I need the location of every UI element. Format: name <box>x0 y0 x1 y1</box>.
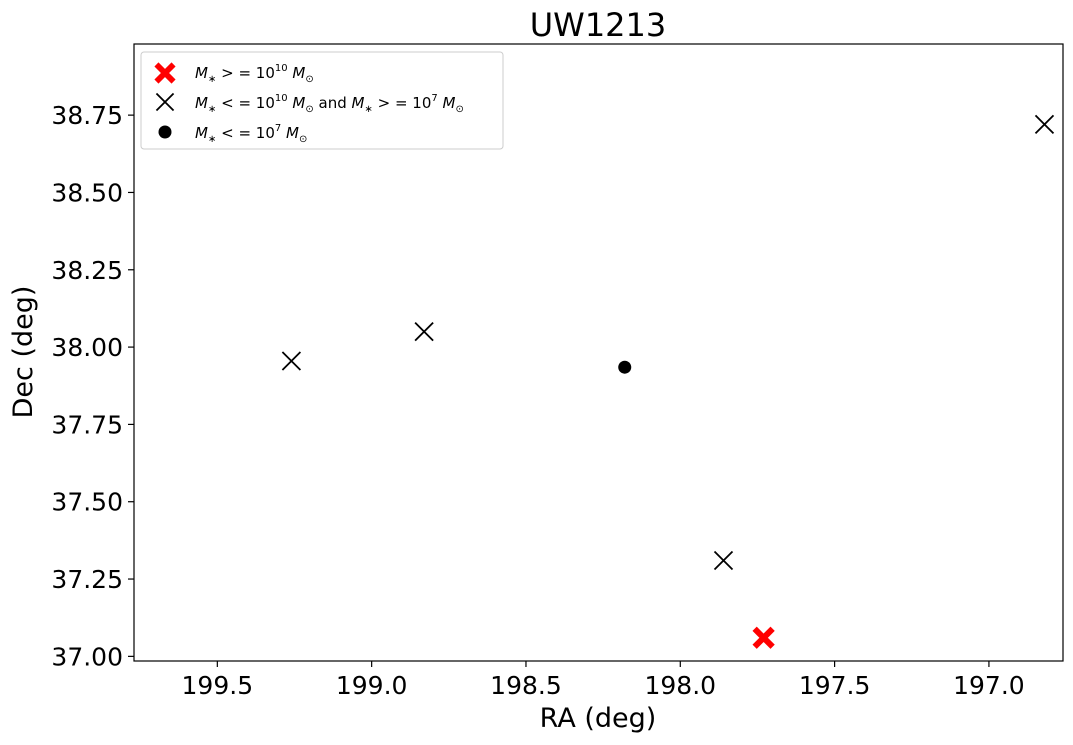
y-tick-label: 37.50 <box>51 488 123 517</box>
y-tick-label: 38.00 <box>51 333 123 362</box>
legend: M∗ > = 1010 M⊙ M∗ < = 1010 M⊙ and M∗ > =… <box>140 51 504 150</box>
legend-box <box>140 51 504 150</box>
legend-markers <box>154 62 176 139</box>
data-point-x <box>713 550 734 571</box>
x-tick-label: 198.0 <box>645 671 717 700</box>
data-point-x <box>281 351 302 371</box>
y-tick-label: 37.00 <box>51 642 123 671</box>
y-tick-label: 37.25 <box>51 565 123 594</box>
data-point-x <box>1034 114 1055 135</box>
x-axis-label: RA (deg) <box>540 703 657 734</box>
x-tick-label: 197.5 <box>799 671 871 700</box>
y-axis: 37.00 37.25 37.50 37.75 38.00 38.25 38.50 38.75 <box>51 101 134 671</box>
x-tick-label: 199.5 <box>182 671 254 700</box>
legend-marker-x <box>155 92 175 112</box>
legend-label-low-mass: M∗ < = 107 M⊙ <box>195 123 307 145</box>
data-point-filled-x <box>752 626 775 649</box>
legend-marker-circle <box>158 125 172 139</box>
x-axis: 199.5 199.0 198.5 198.0 197.5 197.0 <box>182 661 1025 700</box>
x-tick-label: 198.5 <box>490 671 562 700</box>
data-point-x <box>414 321 434 342</box>
plot-area-frame <box>133 43 1064 662</box>
chart-title: UW1213 <box>530 6 667 44</box>
y-axis-label: Dec (deg) <box>8 286 39 419</box>
legend-marker-filled-x <box>154 62 176 84</box>
legend-label-high-mass: M∗ > = 1010 M⊙ <box>195 63 314 85</box>
y-tick-label: 38.50 <box>51 178 123 207</box>
data-point-circle <box>618 360 632 374</box>
data-points <box>281 114 1055 649</box>
y-tick-label: 38.25 <box>51 256 123 285</box>
y-tick-label: 37.75 <box>51 410 123 439</box>
x-tick-label: 197.0 <box>953 671 1025 700</box>
y-tick-label: 38.75 <box>51 101 123 130</box>
x-tick-label: 199.0 <box>336 671 408 700</box>
legend-label-mid-mass: M∗ < = 1010 M⊙ and M∗ > = 107 M⊙ <box>195 93 464 115</box>
